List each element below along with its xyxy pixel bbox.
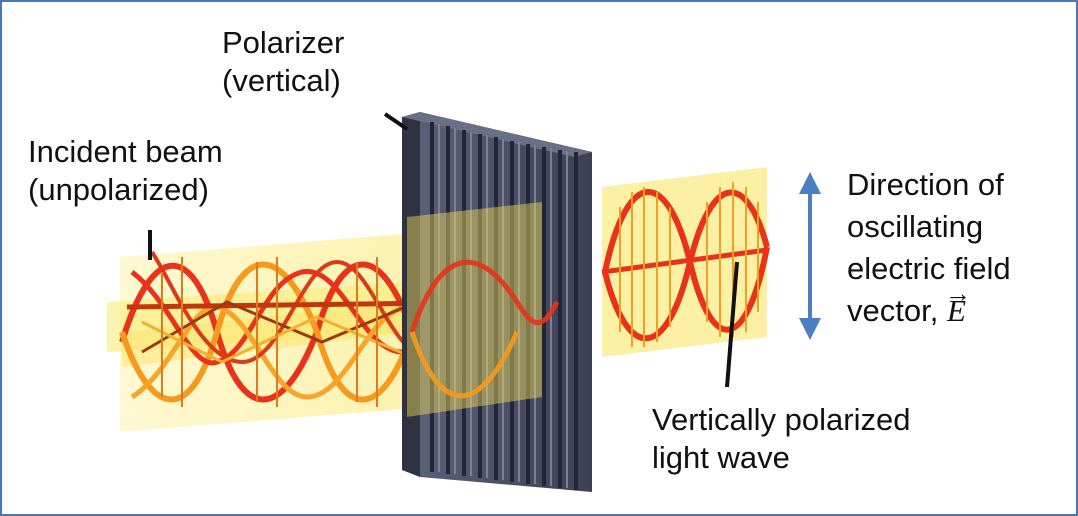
polarized-wave: [601, 167, 770, 357]
double-headed-vertical-arrow-icon: [799, 172, 821, 340]
direction-label-line1: Direction of: [847, 167, 1004, 202]
polarized-wave-label: Vertically polarized light wave: [652, 401, 910, 477]
direction-label-line4: vector, E →: [847, 281, 1011, 332]
electric-field-vector-symbol: E →: [945, 281, 971, 332]
polarizer-label-line1: Polarizer: [222, 25, 345, 60]
direction-label-line2: oscillating: [847, 209, 984, 244]
electric-field-vector-letter: E: [946, 293, 966, 328]
vector-arrow-icon: →: [944, 279, 971, 308]
direction-label-line4-prefix: vector,: [847, 293, 947, 328]
direction-label: Direction of oscillating electric field …: [847, 164, 1011, 332]
incident-beam-label-line1: Incident beam: [28, 134, 223, 169]
beam-overlap: [407, 202, 560, 417]
incident-beam-label: Incident beam (unpolarized): [28, 133, 223, 209]
incident-beam-label-line2: (unpolarized): [28, 172, 209, 207]
polarizer-label-line2: (vertical): [222, 63, 341, 98]
direction-label-line3: electric field: [847, 251, 1011, 286]
polarizer-label: Polarizer (vertical): [222, 24, 344, 100]
leader-lines: [148, 112, 739, 388]
polarized-wave-label-line2: light wave: [652, 440, 790, 475]
polarized-wave-label-line1: Vertically polarized: [652, 402, 911, 437]
